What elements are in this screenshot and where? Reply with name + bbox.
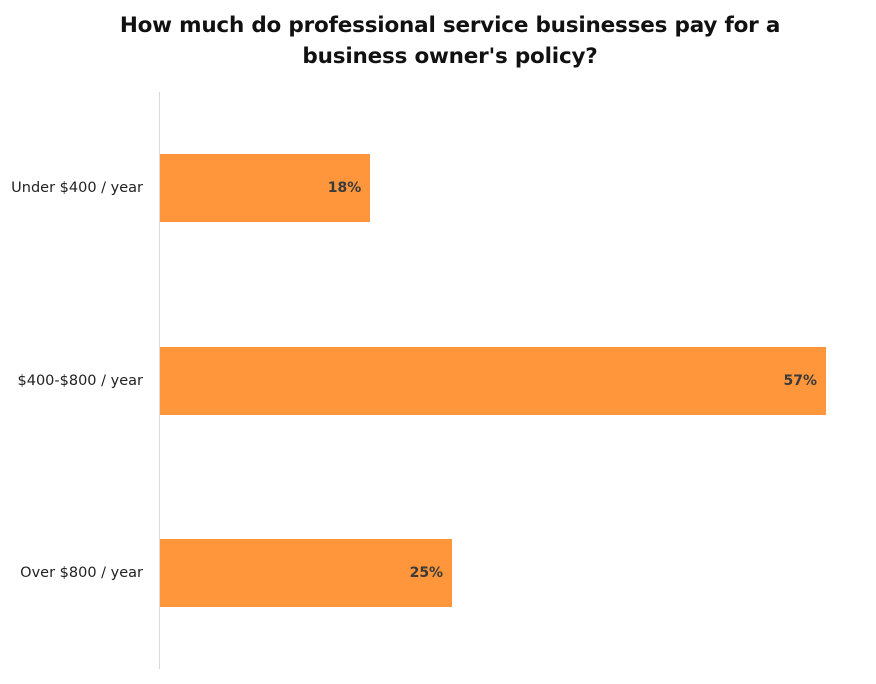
bar-value-label: 18% [327,180,362,196]
category-label-under-400: Under $400 / year [11,180,143,196]
chart-title-line-1: How much do professional service busines… [119,13,781,38]
bar-value-label: 25% [409,565,444,581]
bar-value-label: 57% [783,373,817,389]
category-label-400-800: $400-$800 / year [17,373,144,389]
chart-title: How much do professional service busines… [0,10,876,72]
bar-under-400: 18% [160,154,371,222]
category-label-over-800: Over $800 / year [20,565,143,581]
bar-400-800: 57% [160,347,826,415]
y-axis-line [159,92,160,669]
bar-over-800: 25% [160,539,453,607]
chart-title-line-2: business owner's policy? [302,44,598,69]
